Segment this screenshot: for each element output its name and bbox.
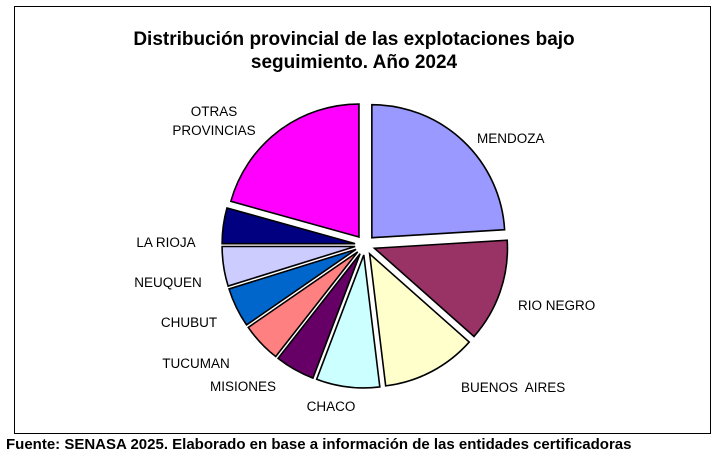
pie-slice-neuquen [221, 245, 356, 288]
pie-chart: Distribución provincial de las explotaci… [133, 29, 595, 414]
chart-title-line: seguimiento. Año 2024 [251, 52, 458, 73]
pie-slice-mendoza [371, 103, 506, 239]
slice-label: CHUBUT [161, 315, 217, 330]
slice-label: LA RIOJA [136, 235, 195, 250]
pie-slice-rio-negro [372, 239, 509, 338]
slice-label: NEUQUEN [134, 275, 202, 290]
pie-slice-chaco [315, 254, 381, 389]
pie-slice-chubut [228, 248, 357, 327]
pie-slice-la-rioja [221, 206, 356, 245]
slice-label: CHACO [307, 399, 356, 414]
slice-label: RIO NEGRO [518, 298, 595, 313]
pie-slice-misiones [276, 253, 361, 380]
pie-slices [221, 103, 509, 389]
chart-title: Distribución provincial de las explotaci… [133, 29, 574, 73]
slice-label: TUCUMAN [162, 356, 230, 371]
chart-frame: Distribución provincial de las explotaci… [14, 6, 711, 434]
slice-label: MENDOZA [477, 131, 545, 146]
slice-label: OTRAS PROVINCIAS [172, 104, 255, 138]
slice-label: BUENOS AIRES [461, 380, 565, 395]
pie-slice-tucuman [247, 251, 359, 358]
pie-slice-otras-provincias [229, 103, 360, 239]
source-note: Fuente: SENASA 2025. Elaborado en base a… [6, 436, 632, 453]
slice-labels: MENDOZA RIO NEGRO BUENOS AIRES CHACO MISIONE… [134, 104, 595, 414]
chart-title-line: Distribución provincial de las explotaci… [133, 29, 574, 50]
pie-slice-buenos-aires [368, 251, 471, 387]
slice-label: MISIONES [210, 379, 276, 394]
